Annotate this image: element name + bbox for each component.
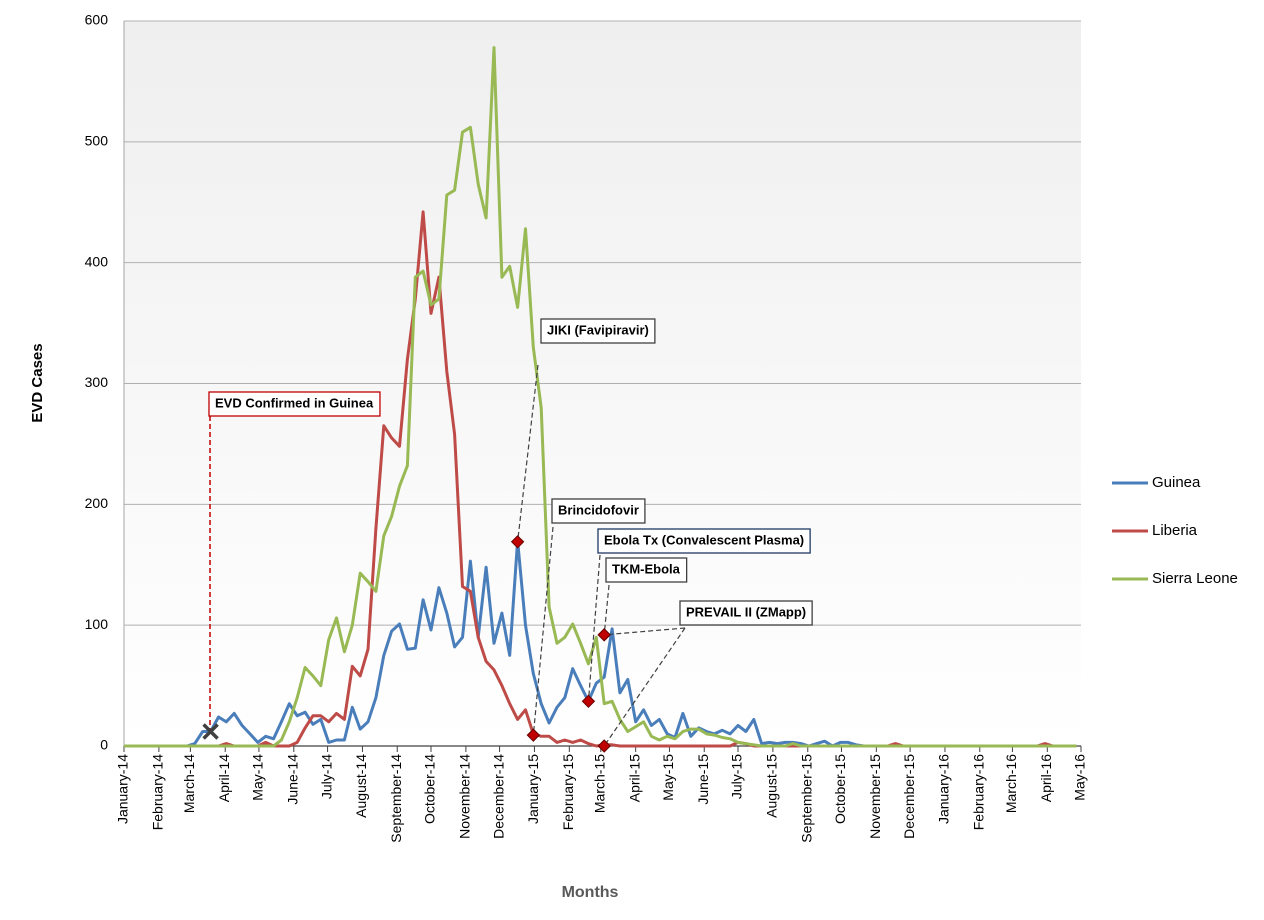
annotation-box [605, 557, 688, 583]
guide-line [532, 526, 554, 736]
y-tick-label: 400 [85, 253, 109, 269]
x-tick-label: May-16 [1072, 754, 1088, 801]
event-marker [526, 728, 541, 742]
x-tick-label: July-14 [318, 754, 334, 799]
x-tick-label: May-15 [660, 754, 676, 801]
legend-label: Liberia [1152, 522, 1198, 539]
annotation-text: EVD Confirmed in Guinea [215, 395, 374, 410]
event-marker [510, 535, 525, 549]
x-tick-label: April-16 [1038, 754, 1054, 802]
annotation: EVD Confirmed in Guinea [202, 391, 381, 740]
x-tick-label: November-14 [457, 754, 473, 839]
legend-label: Sierra Leone [1152, 570, 1238, 587]
x-tick-label: July-15 [729, 754, 745, 799]
x-tick-label: February-14 [150, 754, 166, 830]
annotation-text: TKM-Ebola [612, 561, 681, 576]
y-tick-label: 300 [85, 374, 109, 390]
annotation-box [540, 318, 656, 344]
annotation-text: Ebola Tx (Convalescent Plasma) [604, 532, 804, 547]
annotation: Ebola Tx (Convalescent Plasma) [597, 528, 811, 554]
guide-line [587, 554, 601, 702]
x-tick-label: March-15 [592, 754, 608, 813]
annotation-text: PREVAIL II (ZMapp) [686, 604, 806, 619]
x-tick-label: January-16 [936, 754, 952, 824]
x-tick-label: March-16 [1003, 754, 1019, 813]
annotation-text: JIKI (Favipiravir) [547, 322, 649, 337]
x-tick-label: September-15 [798, 754, 814, 843]
x-tick-label: April-14 [216, 754, 232, 802]
x-tick-label: October-15 [832, 754, 848, 824]
y-tick-label: 100 [85, 616, 109, 632]
x-tick-label: January-14 [115, 754, 131, 824]
annotation: TKM-Ebola [605, 557, 688, 583]
x-axis-label: Months [562, 884, 619, 901]
y-tick-label: 500 [85, 133, 109, 149]
annotation: Brincidofovir [551, 498, 646, 524]
guide-line [603, 584, 610, 635]
x-tick-label: August-15 [764, 754, 780, 818]
x-tick-label: December-14 [490, 754, 506, 839]
event-marker [581, 694, 596, 708]
x-tick-label: May-14 [250, 754, 266, 801]
event-marker [597, 628, 611, 642]
annotation-box [208, 391, 381, 417]
x-tick-label: March-14 [181, 754, 197, 813]
x-tick-label: April-15 [626, 754, 642, 802]
annotation: PREVAIL II (ZMapp) [679, 600, 813, 626]
annotation-box [679, 600, 813, 626]
event-marker [202, 723, 219, 740]
x-tick-label: August-14 [353, 754, 369, 818]
y-tick-label: 600 [85, 12, 109, 28]
x-tick-label: September-14 [388, 754, 404, 843]
x-tick-label: June-14 [285, 754, 301, 805]
x-tick-label: November-15 [867, 754, 883, 839]
event-marker [597, 739, 611, 753]
y-tick-label: 0 [100, 737, 108, 753]
x-tick-label: October-14 [422, 754, 438, 824]
annotation: JIKI (Favipiravir) [540, 318, 656, 344]
y-axis-label: EVD Cases [29, 343, 46, 422]
series-line [124, 46, 1077, 748]
x-tick-label: December-15 [901, 754, 917, 839]
guide-line [604, 627, 686, 636]
annotation-box [597, 528, 811, 554]
annotation-box [551, 498, 646, 524]
guide-line [517, 364, 539, 542]
annotation-text: Brincidofovir [558, 502, 639, 517]
x-tick-label: January-15 [525, 754, 541, 824]
x-tick-label: February-16 [970, 754, 986, 830]
x-tick-label: June-15 [695, 754, 711, 805]
x-tick-label: February-15 [560, 754, 576, 830]
legend-label: Guinea [1152, 474, 1201, 491]
y-tick-label: 200 [85, 495, 109, 511]
